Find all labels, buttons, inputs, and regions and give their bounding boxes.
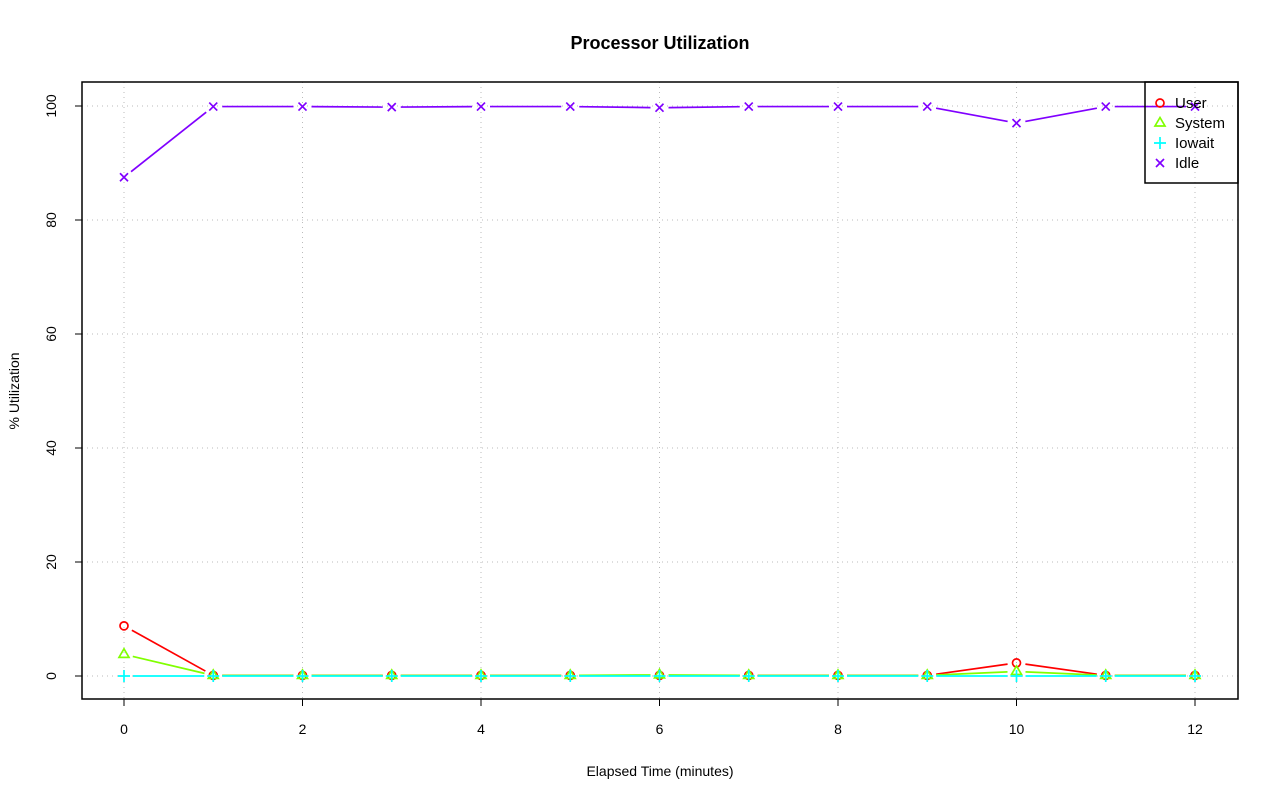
- data-point-idle: [1011, 118, 1022, 128]
- series-segment-user: [936, 663, 1008, 676]
- series-segment-system: [1025, 670, 1097, 676]
- data-point-idle: [1190, 101, 1200, 112]
- legend-label: Iowait: [1175, 135, 1215, 152]
- y-tick-label: 80: [43, 212, 59, 228]
- y-tick-label: 20: [43, 554, 59, 570]
- series-segment-idle: [130, 111, 207, 173]
- data-point-idle: [208, 101, 218, 112]
- y-tick-label: 40: [43, 440, 59, 456]
- data-point-system: [117, 647, 131, 659]
- legend-label: System: [1175, 115, 1225, 132]
- data-point-iowait: [742, 670, 755, 682]
- grid: [82, 82, 1238, 699]
- data-point-idle: [565, 101, 575, 112]
- series-segment-system: [936, 670, 1008, 676]
- y-tick-label: 0: [43, 672, 59, 680]
- series-iowait: [118, 670, 1201, 682]
- legend-label: Idle: [1175, 155, 1199, 172]
- x-axis-label: Elapsed Time (minutes): [586, 763, 733, 779]
- data-point-iowait: [832, 670, 844, 682]
- series-segment-user: [1025, 663, 1097, 676]
- data-point-iowait: [921, 670, 934, 682]
- series-idle: [119, 101, 1200, 182]
- x-tick-label: 12: [1187, 721, 1203, 737]
- legend-box: [1144, 81, 1239, 184]
- x-tick-label: 0: [120, 721, 128, 737]
- plot-frame: [81, 81, 1239, 700]
- data-point-iowait: [564, 670, 577, 682]
- data-point-iowait: [207, 670, 220, 682]
- data-point-iowait: [1189, 670, 1201, 682]
- y-axis-label: % Utilization: [6, 352, 22, 429]
- y-tick-label: 100: [43, 94, 59, 118]
- data-point-idle: [922, 101, 932, 112]
- x-tick-label: 4: [477, 721, 485, 737]
- legend-marker-idle: [1155, 158, 1165, 168]
- data-point-iowait: [653, 670, 666, 682]
- data-point-idle: [387, 102, 397, 112]
- legend-marker-system: [1153, 115, 1167, 127]
- legend: User System Iowait Idle: [1144, 81, 1239, 184]
- series-segment-system: [132, 655, 205, 675]
- data-point-idle: [297, 101, 308, 112]
- x-tick-label: 8: [834, 721, 842, 737]
- data-point-iowait: [475, 670, 487, 682]
- y-tick-label: 60: [43, 326, 59, 342]
- series-segment-idle: [668, 105, 740, 109]
- data-point-iowait: [296, 670, 309, 682]
- x-tick-label: 2: [299, 721, 307, 737]
- series: [117, 101, 1202, 682]
- series-segment-idle: [1025, 107, 1098, 123]
- data-point-idle: [476, 101, 486, 112]
- legend-marker-iowait: [1154, 137, 1166, 149]
- x-tick-label: 10: [1009, 721, 1025, 737]
- data-point-iowait: [1010, 670, 1023, 682]
- data-point-idle: [744, 101, 754, 112]
- data-point-iowait: [1099, 670, 1112, 682]
- data-point-idle: [1101, 101, 1111, 112]
- series-segment-idle: [579, 105, 651, 109]
- legend-marker-user: [1155, 98, 1165, 108]
- data-point-iowait: [385, 670, 398, 682]
- chart-title: Processor Utilization: [570, 33, 749, 53]
- axes: 0 2 4 6 8 10 12 0 20 40 60 80 100: [43, 94, 1203, 737]
- data-point-idle: [833, 101, 843, 112]
- legend-label: User: [1175, 95, 1207, 112]
- data-point-idle: [119, 172, 129, 182]
- x-tick-label: 6: [656, 721, 664, 737]
- series-segment-user: [131, 629, 206, 672]
- data-point-idle: [654, 103, 665, 113]
- data-point-user: [119, 620, 129, 631]
- data-point-iowait: [118, 670, 130, 682]
- series-segment-idle: [935, 107, 1008, 123]
